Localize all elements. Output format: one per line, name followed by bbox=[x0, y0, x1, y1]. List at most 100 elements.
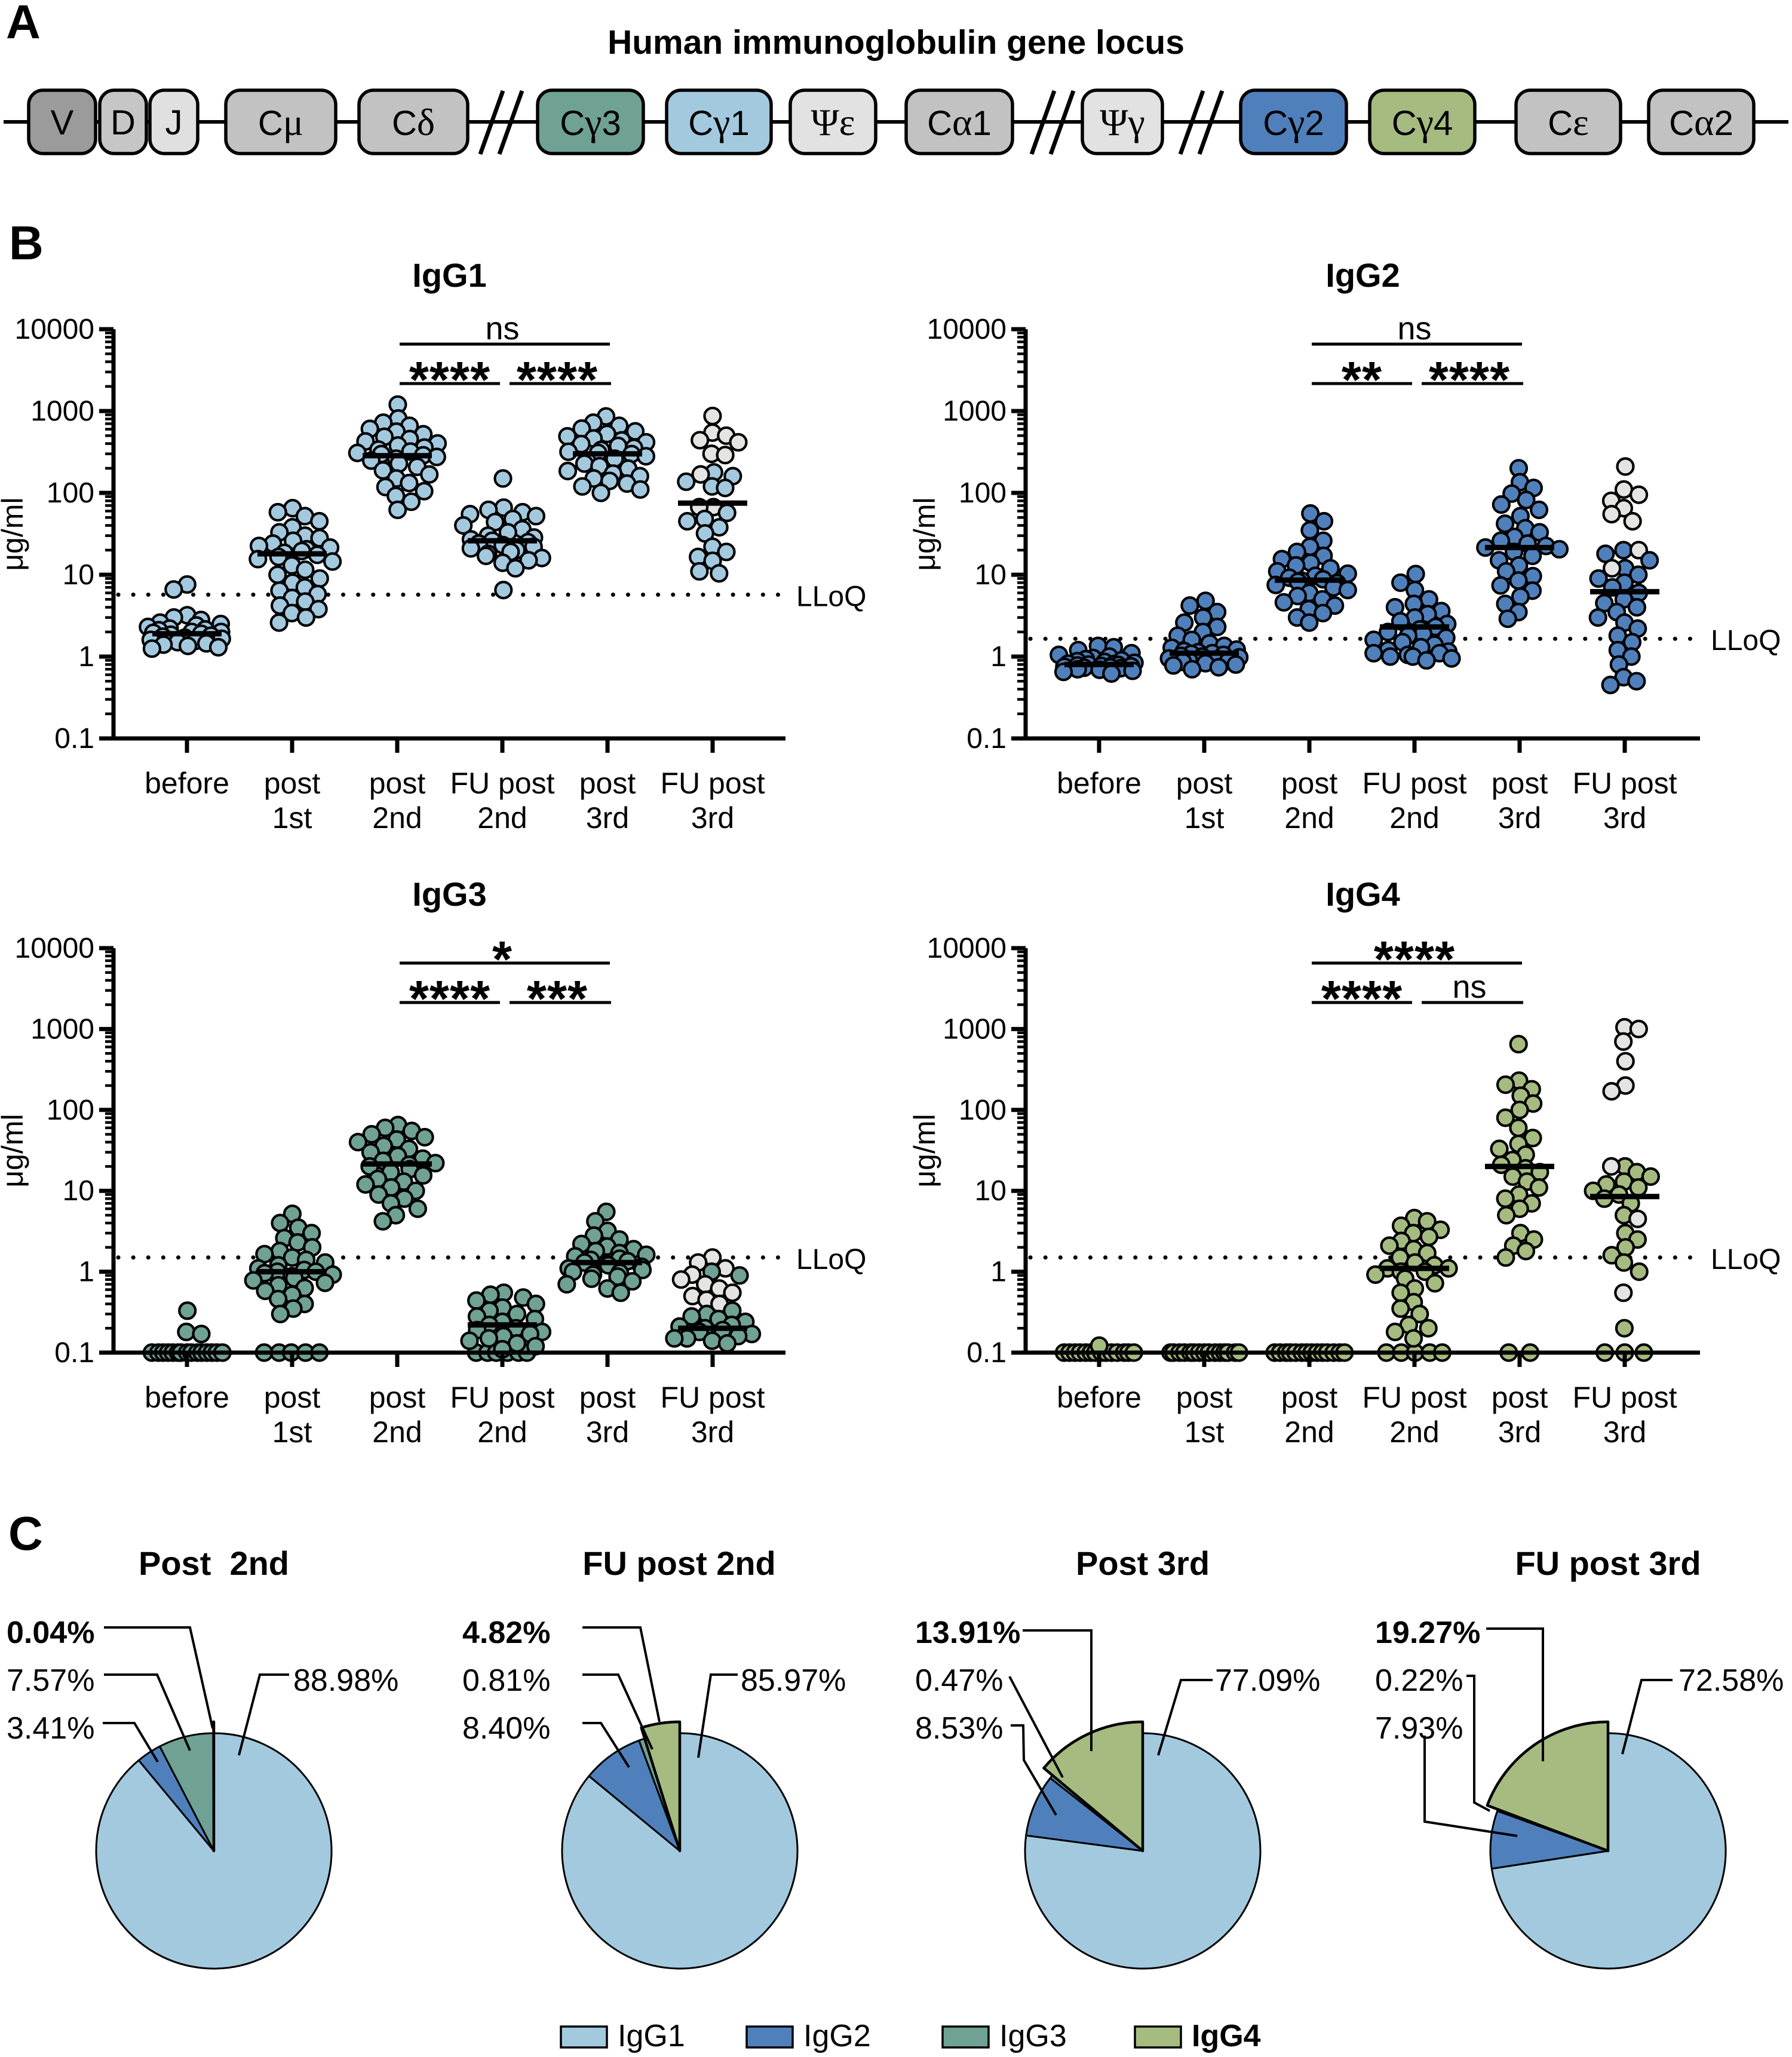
svg-text:Human immunoglobulin gene locu: Human immunoglobulin gene locus bbox=[607, 23, 1185, 62]
svg-text:*: * bbox=[492, 931, 513, 988]
svg-text:C: C bbox=[8, 1507, 43, 1560]
svg-text:10: 10 bbox=[63, 559, 94, 591]
svg-text:LLoQ: LLoQ bbox=[796, 1244, 866, 1276]
svg-text:2nd: 2nd bbox=[1389, 801, 1439, 835]
svg-text:100: 100 bbox=[959, 1095, 1007, 1126]
svg-text:2nd: 2nd bbox=[372, 1415, 422, 1449]
svg-text:****: **** bbox=[409, 352, 490, 409]
svg-text:8.40%: 8.40% bbox=[462, 1711, 550, 1746]
svg-text:0.22%: 0.22% bbox=[1375, 1663, 1463, 1698]
svg-text:3rd: 3rd bbox=[1603, 1415, 1646, 1449]
svg-text:IgG3: IgG3 bbox=[999, 2019, 1067, 2053]
svg-text:μg/ml: μg/ml bbox=[0, 497, 29, 571]
svg-text:1000: 1000 bbox=[30, 396, 94, 427]
svg-text:1st: 1st bbox=[272, 801, 312, 835]
svg-text:V: V bbox=[51, 103, 74, 142]
svg-text:1000: 1000 bbox=[30, 1013, 94, 1045]
svg-text:3.41%: 3.41% bbox=[7, 1711, 94, 1746]
svg-text:3rd: 3rd bbox=[586, 801, 629, 835]
svg-text:0.1: 0.1 bbox=[966, 723, 1007, 755]
svg-text:FU post 2nd: FU post 2nd bbox=[582, 1544, 776, 1582]
svg-text:post: post bbox=[1492, 767, 1548, 800]
svg-text:post: post bbox=[579, 1381, 636, 1414]
svg-text:post: post bbox=[369, 1381, 426, 1414]
svg-text:Cγ4: Cγ4 bbox=[1392, 101, 1453, 143]
svg-text:Cα1: Cα1 bbox=[927, 101, 992, 143]
svg-text:1st: 1st bbox=[1185, 801, 1225, 835]
svg-text:FU post 3rd: FU post 3rd bbox=[1515, 1544, 1701, 1582]
svg-text:FU post: FU post bbox=[660, 1381, 765, 1414]
svg-text:85.97%: 85.97% bbox=[741, 1663, 846, 1698]
svg-text:4.82%: 4.82% bbox=[462, 1615, 550, 1650]
svg-text:post: post bbox=[369, 767, 426, 800]
svg-text:3rd: 3rd bbox=[586, 1415, 629, 1449]
svg-text:**: ** bbox=[1342, 352, 1382, 409]
svg-text:0.81%: 0.81% bbox=[462, 1663, 550, 1698]
svg-text:2nd: 2nd bbox=[477, 1415, 527, 1449]
svg-text:3rd: 3rd bbox=[691, 801, 734, 835]
svg-text:FU post: FU post bbox=[1572, 767, 1677, 800]
svg-text:10000: 10000 bbox=[927, 314, 1007, 345]
svg-text:1: 1 bbox=[78, 641, 94, 673]
svg-text:Cε: Cε bbox=[1548, 101, 1589, 143]
svg-text:LLoQ: LLoQ bbox=[796, 581, 866, 612]
svg-text:ns: ns bbox=[1452, 969, 1486, 1005]
svg-text:1000: 1000 bbox=[943, 396, 1007, 427]
svg-text:post: post bbox=[1492, 1381, 1548, 1414]
svg-text:post: post bbox=[1176, 767, 1233, 800]
svg-text:0.1: 0.1 bbox=[54, 723, 94, 755]
svg-text:IgG2: IgG2 bbox=[1325, 256, 1400, 294]
svg-text:3rd: 3rd bbox=[1498, 1415, 1541, 1449]
svg-text:A: A bbox=[6, 0, 41, 48]
svg-text:88.98%: 88.98% bbox=[293, 1663, 398, 1698]
svg-text:Cα2: Cα2 bbox=[1669, 101, 1733, 143]
svg-text:FU post: FU post bbox=[450, 1381, 554, 1414]
svg-text:post: post bbox=[1281, 1381, 1338, 1414]
svg-text:1: 1 bbox=[78, 1256, 94, 1288]
svg-text:μg/ml: μg/ml bbox=[908, 1114, 941, 1187]
svg-text:ns: ns bbox=[485, 311, 519, 347]
svg-text:10: 10 bbox=[63, 1175, 94, 1207]
svg-text:0.47%: 0.47% bbox=[915, 1663, 1003, 1698]
svg-text:1000: 1000 bbox=[943, 1013, 1007, 1045]
svg-text:post: post bbox=[1176, 1381, 1233, 1414]
svg-text:IgG4: IgG4 bbox=[1325, 875, 1400, 913]
svg-text:2nd: 2nd bbox=[1284, 1415, 1334, 1449]
svg-text:Cγ3: Cγ3 bbox=[560, 101, 621, 143]
svg-text:IgG4: IgG4 bbox=[1192, 2019, 1261, 2053]
svg-text:0.1: 0.1 bbox=[966, 1337, 1007, 1369]
svg-text:2nd: 2nd bbox=[1389, 1415, 1439, 1449]
svg-text:***: *** bbox=[527, 971, 588, 1028]
svg-text:100: 100 bbox=[47, 1095, 94, 1126]
svg-text:****: **** bbox=[1321, 971, 1403, 1028]
svg-text:Ψγ: Ψγ bbox=[1100, 101, 1145, 143]
svg-text:77.09%: 77.09% bbox=[1215, 1663, 1320, 1698]
svg-text:7.57%: 7.57% bbox=[7, 1663, 94, 1698]
svg-text:13.91%: 13.91% bbox=[915, 1615, 1020, 1650]
svg-text:10000: 10000 bbox=[15, 314, 94, 345]
svg-text:1st: 1st bbox=[272, 1415, 312, 1449]
svg-text:FU post: FU post bbox=[450, 767, 554, 800]
svg-text:10: 10 bbox=[975, 1175, 1007, 1207]
svg-text:FU post: FU post bbox=[1362, 767, 1466, 800]
svg-text:Cγ2: Cγ2 bbox=[1263, 101, 1324, 143]
svg-text:10: 10 bbox=[975, 559, 1007, 591]
svg-text:10000: 10000 bbox=[15, 933, 94, 964]
svg-text:Ψε: Ψε bbox=[811, 101, 855, 143]
svg-text:****: **** bbox=[409, 971, 490, 1028]
svg-text:100: 100 bbox=[47, 477, 94, 509]
svg-text:post: post bbox=[579, 767, 636, 800]
svg-text:100: 100 bbox=[959, 477, 1007, 509]
svg-text:FU post: FU post bbox=[660, 767, 765, 800]
svg-text:Cμ: Cμ bbox=[258, 101, 303, 143]
svg-text:72.58%: 72.58% bbox=[1679, 1663, 1784, 1698]
svg-text:IgG2: IgG2 bbox=[803, 2019, 871, 2053]
svg-text:FU post: FU post bbox=[1572, 1381, 1677, 1414]
svg-text:****: **** bbox=[1374, 931, 1455, 988]
svg-text:0.04%: 0.04% bbox=[7, 1615, 94, 1650]
svg-text:3rd: 3rd bbox=[1603, 801, 1646, 835]
svg-text:2nd: 2nd bbox=[372, 801, 422, 835]
svg-text:2nd: 2nd bbox=[477, 801, 527, 835]
svg-text:IgG1: IgG1 bbox=[412, 256, 486, 294]
svg-text:****: **** bbox=[517, 352, 598, 409]
